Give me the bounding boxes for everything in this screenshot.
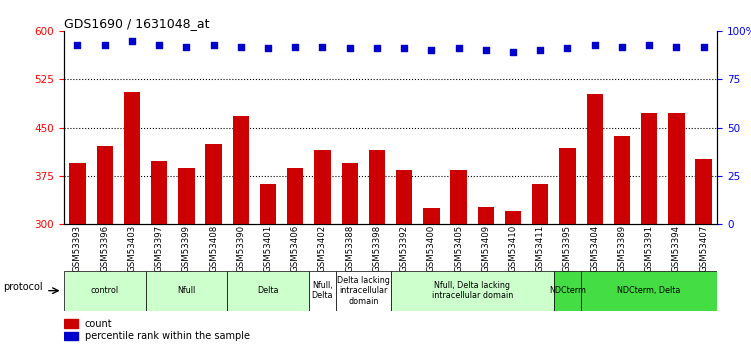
Point — [289, 44, 301, 49]
Text: GSM53393: GSM53393 — [73, 225, 82, 272]
Bar — [124, 92, 140, 345]
Bar — [146, 271, 227, 310]
Text: protocol: protocol — [3, 282, 43, 292]
Text: GSM53410: GSM53410 — [508, 225, 517, 273]
Point — [398, 46, 410, 51]
Bar — [424, 208, 439, 345]
Text: GSM53395: GSM53395 — [563, 225, 572, 272]
Bar — [641, 114, 657, 345]
Text: GSM53407: GSM53407 — [699, 225, 708, 273]
Bar — [668, 114, 684, 345]
Bar — [554, 271, 581, 310]
Bar — [227, 271, 309, 310]
Bar — [64, 271, 146, 310]
Text: Nfull, Delta lacking
intracellular domain: Nfull, Delta lacking intracellular domai… — [432, 281, 513, 300]
Text: GSM53405: GSM53405 — [454, 225, 463, 273]
Text: GSM53401: GSM53401 — [264, 225, 273, 273]
Text: GDS1690 / 1631048_at: GDS1690 / 1631048_at — [64, 17, 210, 30]
Text: GSM53399: GSM53399 — [182, 225, 191, 272]
Point — [344, 46, 356, 51]
Text: GSM53400: GSM53400 — [427, 225, 436, 273]
Bar — [151, 161, 167, 345]
Point — [589, 42, 601, 47]
Bar — [64, 332, 78, 340]
Point — [126, 38, 138, 43]
Point — [698, 44, 710, 49]
Text: count: count — [85, 318, 113, 328]
Bar — [178, 168, 195, 345]
Text: Delta: Delta — [258, 286, 279, 295]
Bar — [581, 271, 717, 310]
Bar — [369, 150, 385, 345]
Text: Nfull,
Delta: Nfull, Delta — [312, 281, 333, 300]
Bar — [478, 207, 494, 345]
Text: GSM53409: GSM53409 — [481, 225, 490, 272]
Point — [480, 48, 492, 53]
Text: GSM53394: GSM53394 — [672, 225, 681, 272]
Bar — [587, 93, 603, 345]
Bar — [96, 146, 113, 345]
Text: GSM53397: GSM53397 — [155, 225, 164, 272]
Text: GSM53390: GSM53390 — [237, 225, 246, 272]
Text: control: control — [91, 286, 119, 295]
Bar — [287, 168, 303, 345]
Point — [71, 42, 83, 47]
Bar — [314, 150, 330, 345]
Bar — [336, 271, 391, 310]
Point — [616, 44, 628, 49]
Text: GSM53398: GSM53398 — [372, 225, 382, 272]
Bar — [233, 116, 249, 345]
Bar — [559, 148, 575, 345]
Point — [262, 46, 274, 51]
Bar — [69, 163, 86, 345]
Text: GSM53408: GSM53408 — [209, 225, 218, 273]
Point — [316, 44, 328, 49]
Bar — [396, 169, 412, 345]
Text: GSM53403: GSM53403 — [128, 225, 137, 273]
Point — [643, 42, 655, 47]
Point — [425, 48, 437, 53]
Text: Nfull: Nfull — [177, 286, 195, 295]
Point — [207, 42, 219, 47]
Point — [98, 42, 110, 47]
Point — [534, 48, 546, 53]
Bar — [695, 159, 712, 345]
Text: NDCterm, Delta: NDCterm, Delta — [617, 286, 681, 295]
Text: NDCterm: NDCterm — [549, 286, 586, 295]
Point — [453, 46, 465, 51]
Point — [562, 46, 574, 51]
Text: GSM53389: GSM53389 — [617, 225, 626, 272]
Bar — [206, 144, 222, 345]
Text: GSM53392: GSM53392 — [400, 225, 409, 272]
Point — [671, 44, 683, 49]
Point — [153, 42, 165, 47]
Point — [180, 44, 192, 49]
Text: GSM53411: GSM53411 — [535, 225, 544, 273]
Point — [507, 50, 519, 55]
Point — [235, 44, 247, 49]
Text: GSM53391: GSM53391 — [644, 225, 653, 272]
Bar — [532, 184, 548, 345]
Text: GSM53406: GSM53406 — [291, 225, 300, 273]
Bar — [64, 319, 78, 328]
Bar — [614, 136, 630, 345]
Text: percentile rank within the sample: percentile rank within the sample — [85, 331, 250, 341]
Bar — [309, 271, 336, 310]
Text: GSM53396: GSM53396 — [100, 225, 109, 272]
Bar — [451, 169, 467, 345]
Text: GSM53388: GSM53388 — [345, 225, 354, 273]
Bar — [260, 184, 276, 345]
Text: GSM53404: GSM53404 — [590, 225, 599, 273]
Bar — [391, 271, 554, 310]
Text: GSM53402: GSM53402 — [318, 225, 327, 273]
Bar — [505, 211, 521, 345]
Point — [371, 46, 383, 51]
Text: Delta lacking
intracellular
domain: Delta lacking intracellular domain — [337, 276, 390, 306]
Bar — [342, 163, 358, 345]
